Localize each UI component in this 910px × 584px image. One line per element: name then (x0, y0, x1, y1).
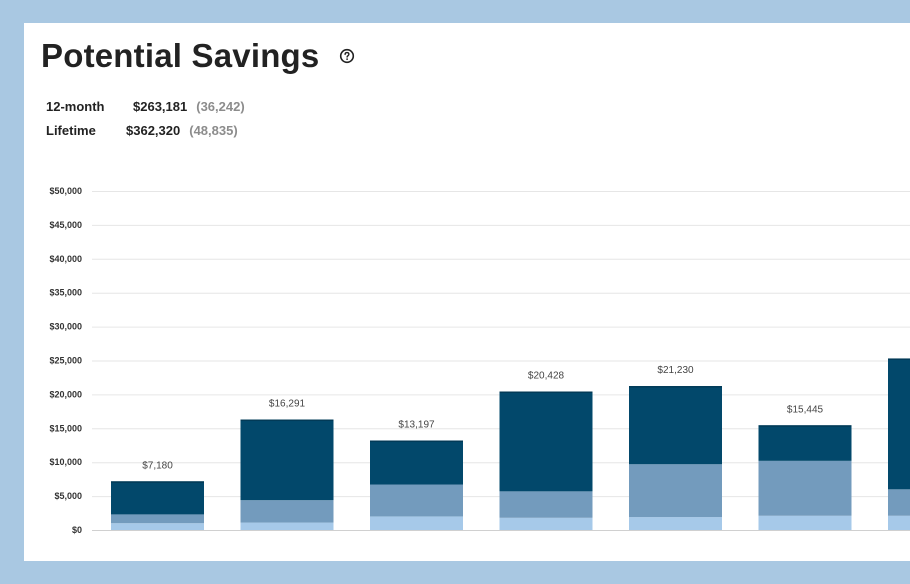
question-circle-icon[interactable] (339, 48, 355, 64)
y-tick-label: $15,000 (49, 423, 82, 433)
bar-segment-dark[interactable] (240, 419, 334, 501)
bar-segment-light[interactable] (888, 515, 910, 530)
savings-summary: 12-month $263,181 (36,242) Lifetime $362… (46, 94, 245, 142)
bar-total-label: $15,445 (787, 404, 824, 415)
y-tick-label: $50,000 (49, 186, 82, 196)
bar-segment-light[interactable] (370, 516, 463, 530)
bar-top-edge (888, 358, 910, 360)
bar-segment-mid[interactable] (111, 514, 204, 524)
bar-total-label: $16,291 (269, 399, 306, 410)
bar-segment-light[interactable] (240, 522, 334, 530)
bar-segment-mid[interactable] (240, 500, 334, 523)
bar-segment-light[interactable] (629, 517, 722, 530)
bar-segment-dark[interactable] (758, 425, 852, 461)
bar-segment-dark[interactable] (111, 481, 204, 515)
bar-total-label: $21,230 (657, 365, 694, 376)
bar-top-edge (370, 440, 463, 443)
summary-value: $263,181 (133, 98, 188, 114)
y-tick-label: $45,000 (49, 220, 82, 230)
summary-row-12-month: 12-month $263,181 (36,242) (46, 94, 245, 118)
y-tick-label: $40,000 (49, 254, 82, 264)
y-tick-label: $10,000 (49, 457, 82, 467)
bar-segment-mid[interactable] (370, 484, 463, 517)
summary-count: (36,242) (196, 98, 245, 114)
y-tick-label: $20,000 (49, 389, 82, 399)
summary-row-lifetime: Lifetime $362,320 (48,835) (46, 118, 245, 142)
bar-total-label: $20,428 (528, 370, 565, 381)
summary-count: (48,835) (189, 122, 238, 138)
savings-card: Potential Savings 12-month $263,181 (36,… (24, 23, 910, 561)
bar-segment-mid[interactable] (629, 464, 722, 518)
bar-top-edge (499, 391, 593, 393)
bar-segment-light[interactable] (758, 515, 852, 530)
bar-segment-dark[interactable] (629, 386, 722, 465)
savings-bar-chart: $0 $5,000 $10,000 $15,000 $20,000 $25,000 $30,… (49, 186, 910, 535)
summary-label: Lifetime (46, 122, 96, 138)
bar-total-label: $7,180 (142, 460, 173, 471)
bar-segment-light[interactable] (499, 517, 593, 530)
page-title: Potential Savings (41, 37, 320, 74)
bar-segment-dark[interactable] (370, 440, 463, 485)
bar-segment-mid[interactable] (888, 489, 910, 516)
bar-segment-mid[interactable] (758, 460, 852, 516)
bar-top-edge (758, 425, 852, 427)
bar-segment-mid[interactable] (499, 491, 593, 518)
y-tick-label: $25,000 (49, 356, 82, 366)
summary-value: $362,320 (126, 122, 181, 138)
summary-label: 12-month (46, 98, 105, 114)
bar-segment-dark[interactable] (499, 391, 593, 492)
bar-top-edge (629, 386, 722, 388)
title-row: Potential Savings (41, 37, 355, 75)
y-tick-label: $35,000 (49, 288, 82, 298)
bar-total-label: $13,197 (398, 420, 435, 431)
y-tick-label: $5,000 (54, 491, 82, 501)
bar-segment-light[interactable] (111, 523, 204, 530)
bar-top-edge (111, 481, 204, 483)
y-tick-label: $30,000 (49, 322, 82, 332)
bar-top-edge (240, 419, 334, 422)
bar-segment-dark[interactable] (888, 358, 910, 490)
y-tick-label: $0 (72, 525, 82, 535)
